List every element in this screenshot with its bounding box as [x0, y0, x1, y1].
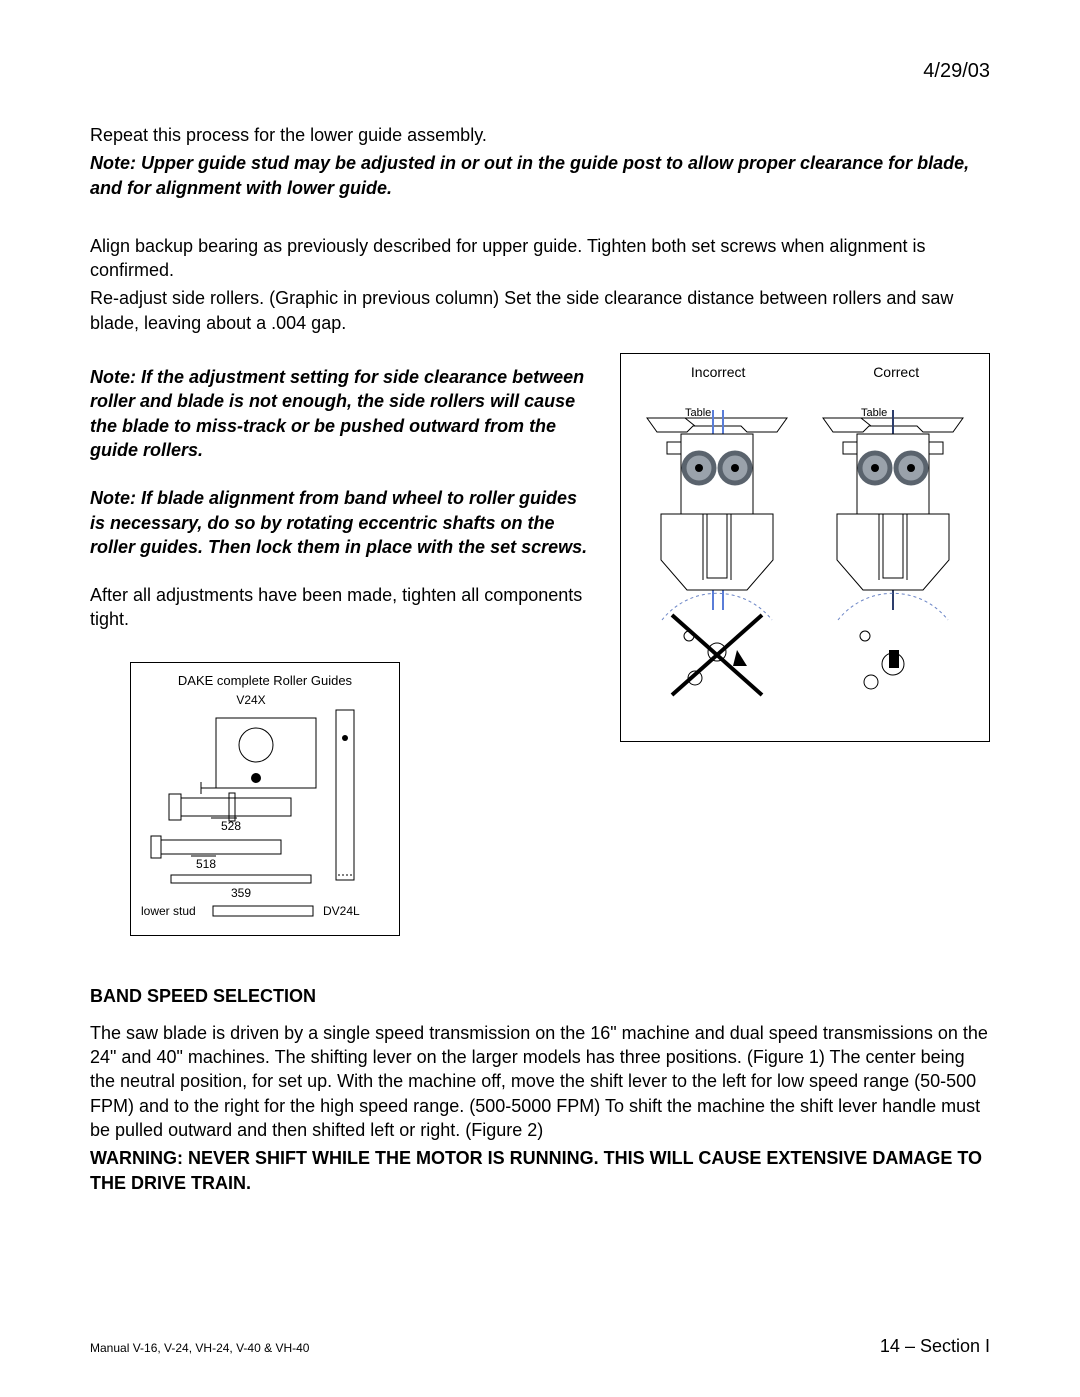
note-upper-guide: Note: Upper guide stud may be adjusted i… — [90, 151, 990, 200]
label-table-left: Table — [685, 407, 711, 419]
figure-roller-title: DAKE complete Roller Guides — [141, 673, 389, 688]
note-blade-align: Note: If blade alignment from band wheel… — [90, 486, 590, 559]
figure-incorrect-correct: Incorrect Correct Table — [620, 353, 990, 742]
footer-manual: Manual V-16, V-24, VH-24, V-40 & VH-40 — [90, 1341, 309, 1355]
label-359: 359 — [231, 886, 251, 900]
para-band-speed: The saw blade is driven by a single spee… — [90, 1021, 990, 1142]
note-adjust-setting: Note: If the adjustment setting for side… — [90, 365, 590, 462]
heading-band-speed: BAND SPEED SELECTION — [90, 986, 990, 1007]
para-repeat: Repeat this process for the lower guide … — [90, 123, 990, 147]
para-readjust: Re-adjust side rollers. (Graphic in prev… — [90, 286, 990, 335]
label-incorrect: Incorrect — [691, 364, 745, 380]
figure-roller-guides: DAKE complete Roller Guides V24X — [130, 662, 400, 936]
figure-roller-svg: V24X 528 — [141, 690, 389, 920]
warning-text: WARNING: NEVER SHIFT WHILE THE MOTOR IS … — [90, 1146, 990, 1195]
label-518: 518 — [196, 857, 216, 871]
footer-page: 14 – Section I — [880, 1336, 990, 1357]
header-date: 4/29/03 — [90, 60, 990, 83]
label-table-right: Table — [861, 407, 887, 419]
label-lower-stud: lower stud — [141, 904, 196, 918]
para-tighten: After all adjustments have been made, ti… — [90, 583, 590, 632]
label-v24x: V24X — [236, 693, 265, 707]
para-align-backup: Align backup bearing as previously descr… — [90, 234, 990, 283]
figure-incorrect-correct-svg: Table — [627, 390, 983, 730]
label-dv24l: DV24L — [323, 904, 360, 918]
label-correct: Correct — [873, 364, 919, 380]
label-528: 528 — [221, 819, 241, 833]
